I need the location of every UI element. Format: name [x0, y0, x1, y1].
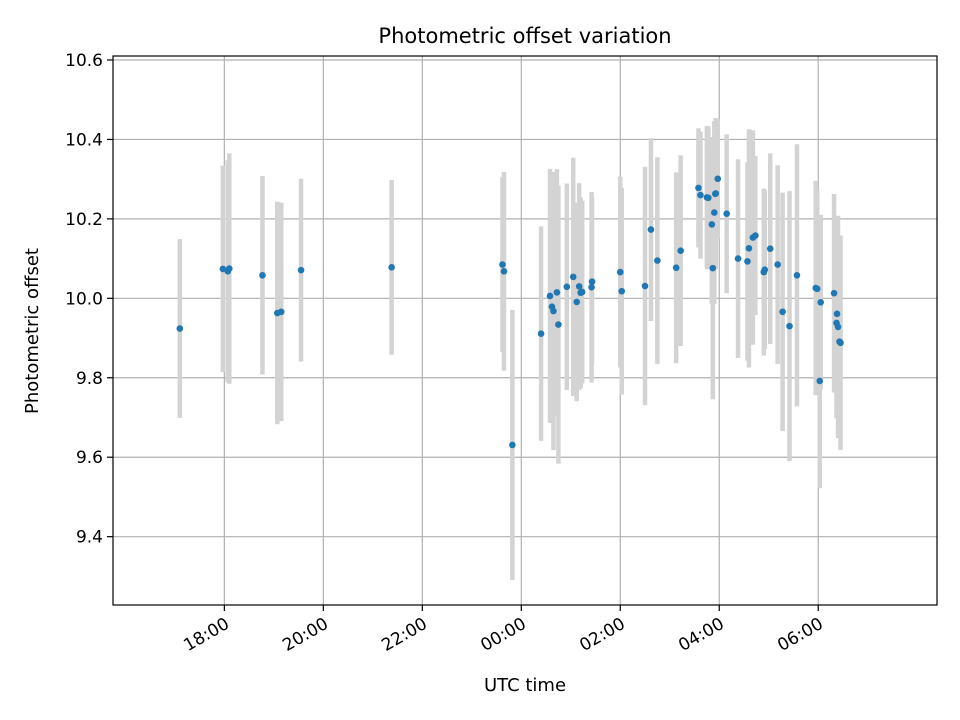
y-tick-label: 10.6 — [65, 51, 103, 71]
data-point — [219, 265, 227, 273]
data-point — [259, 271, 266, 279]
data-point — [816, 377, 824, 385]
data-point — [705, 194, 712, 202]
data-point — [588, 278, 596, 285]
data-point — [837, 339, 844, 347]
data-points — [176, 175, 844, 449]
data-point — [388, 264, 395, 271]
data-point — [708, 221, 716, 228]
data-point — [712, 190, 720, 197]
data-point — [672, 264, 680, 272]
data-point — [834, 323, 842, 331]
chart-title: Photometric offset variation — [378, 24, 671, 48]
data-point — [697, 191, 704, 199]
data-point — [575, 283, 583, 290]
data-point — [569, 273, 577, 281]
data-point — [588, 283, 595, 291]
data-point — [654, 257, 661, 264]
data-point — [744, 258, 751, 265]
y-tick-label: 10.2 — [65, 210, 103, 230]
grid — [113, 56, 937, 605]
data-point — [537, 330, 545, 337]
y-tick-label: 9.6 — [76, 448, 103, 468]
data-point — [813, 285, 821, 293]
data-point — [710, 209, 718, 216]
data-point — [618, 287, 626, 295]
y-tick-label: 9.4 — [76, 528, 103, 548]
data-point — [297, 266, 305, 274]
data-point — [779, 308, 786, 316]
y-tick-label: 10.4 — [65, 130, 103, 150]
data-point — [277, 308, 285, 316]
data-point — [793, 271, 801, 279]
data-point — [176, 325, 184, 332]
data-point — [226, 265, 233, 272]
axes-frame — [112, 55, 938, 606]
data-point — [647, 226, 655, 233]
data-point — [752, 232, 759, 239]
data-point — [833, 310, 841, 318]
data-point — [774, 261, 781, 268]
data-point — [499, 261, 506, 268]
data-point — [641, 282, 649, 290]
data-point — [830, 289, 838, 297]
data-point — [578, 288, 586, 296]
data-point — [817, 298, 824, 306]
data-point — [616, 268, 624, 276]
data-point — [723, 210, 730, 218]
data-point — [563, 283, 571, 291]
data-point — [500, 268, 508, 275]
data-point — [714, 175, 722, 183]
data-point — [546, 292, 554, 300]
data-point — [573, 298, 581, 306]
y-tick-label: 9.8 — [76, 369, 103, 389]
data-point — [695, 184, 702, 192]
data-point — [745, 244, 753, 252]
data-point — [766, 245, 774, 252]
data-point — [734, 255, 742, 262]
y-tick-label: 10.0 — [65, 289, 103, 309]
y-axis-ticks: 9.4 9.6 9.8 10.0 10.2 10.4 10.6 — [65, 51, 113, 548]
data-point — [550, 307, 557, 315]
data-point — [555, 321, 562, 328]
data-point — [709, 264, 717, 272]
x-axis-title: UTC time — [484, 675, 566, 696]
data-point — [761, 266, 769, 274]
data-point — [509, 441, 516, 449]
data-point — [677, 247, 684, 254]
y-axis-title: Photometric offset — [22, 248, 43, 414]
data-point — [786, 322, 793, 330]
data-point — [553, 289, 561, 296]
